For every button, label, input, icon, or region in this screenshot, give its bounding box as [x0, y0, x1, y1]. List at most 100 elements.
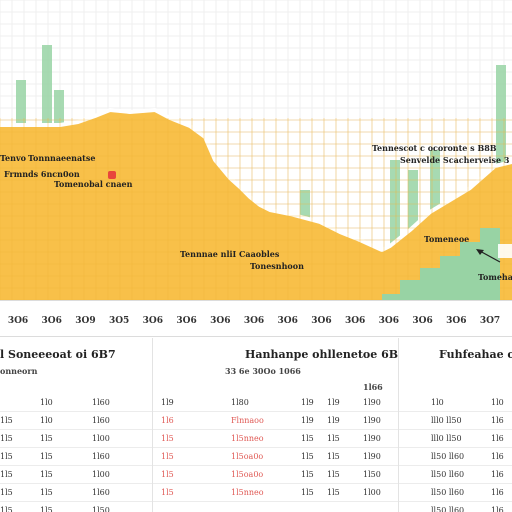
table-cell: 1l5 [161, 452, 174, 461]
table-cell: 1l90 [363, 416, 381, 425]
bottom-bars [382, 228, 500, 300]
table-cell: 1l6 [491, 416, 504, 425]
x-tick-label: 3O6 [412, 316, 433, 326]
data-marker [108, 171, 116, 179]
marker-layer [108, 171, 116, 179]
table-cell: 1l5 [0, 452, 13, 461]
table-cell: 1l5oa0o [231, 452, 264, 461]
table-row: 1l5 1l5nneo 1l5 1l5 1l90 [153, 432, 398, 448]
table-row: 1l6 Flnnaoo 1l9 1l9 1l90 [153, 414, 398, 430]
table-cell: 1l5 [327, 452, 340, 461]
table-cell: 1l5 [327, 470, 340, 479]
table-cell: 1l6 [161, 416, 174, 425]
table-cell: 1l9 [327, 416, 340, 425]
x-tick-label: 3O6 [176, 316, 197, 326]
bottom-bar [400, 280, 420, 300]
chart-annotation: Frmnds 6ncn0on [4, 169, 80, 179]
x-tick-label: 3O7 [479, 316, 501, 326]
top-bar [390, 160, 400, 300]
table-cell: 1l0 [491, 398, 504, 407]
x-tick-label: 3O6 [446, 316, 467, 326]
table-cell: 1l5nneo [231, 488, 264, 497]
table-cell: 1l5 [0, 434, 13, 443]
table-cell: 1l00 [92, 470, 110, 479]
chart-annotation: Tennescot c ocoronte s B8B [372, 143, 497, 153]
table-row: 1l5 1l0 1l60 [0, 414, 152, 430]
panel-separator [398, 338, 399, 512]
table-cell: 1l90 [363, 398, 381, 407]
table-cell: 1l5 [301, 434, 314, 443]
table-cell: 1l6 [491, 506, 504, 512]
panel-divider [0, 336, 512, 337]
table-cell: 1l60 [92, 416, 110, 425]
left-panel-title: l Soneeeoat oi 6B7 [0, 348, 116, 361]
left-panel: l Soneeeoat oi 6B7 onneorn 1l0 1l60 1l5 1… [0, 338, 152, 512]
table-cell: 1l5 [0, 416, 13, 425]
table-row: 1l5 1l5 1l60 [0, 450, 152, 466]
table-row: 1l5 1l5 1l00 [0, 432, 152, 448]
table-cell: 1l00 [92, 434, 110, 443]
table-cell: 1l90 [363, 434, 381, 443]
x-tick-label: 3O6 [7, 316, 29, 326]
center-panel-subtitle-2: 1l66 [363, 382, 383, 392]
table-cell: 1l5 [0, 506, 13, 512]
bottom-bar [460, 242, 480, 300]
table-row: 1l5 1l5 1l00 [0, 468, 152, 484]
table-cell: 1l5 [0, 488, 13, 497]
table-cell: ll50 ll60 [431, 452, 465, 461]
table-cell: 1l50 [363, 470, 381, 479]
table-cell: 1l5 [40, 488, 53, 497]
table-header-row: 1l0 1l0 [399, 396, 512, 412]
table-cell: 1l60 [92, 452, 110, 461]
table-cell: 1l5 [301, 470, 314, 479]
table-cell: 1l90 [363, 452, 381, 461]
x-tick-label: 3O6 [311, 316, 332, 326]
x-tick-label: 3O6 [41, 316, 62, 326]
table-cell: 1l9 [161, 398, 174, 407]
table-cell: 1l5 [301, 488, 314, 497]
x-tick-label: 3O5 [108, 316, 130, 326]
table-cell: 1l5oa0o [231, 470, 264, 479]
bottom-bar [420, 268, 440, 300]
annotations: Tennescot c ocoronte s B8B Senvelde Scach… [0, 143, 512, 282]
table-cell: 1l5nneo [231, 434, 264, 443]
table-header-row: 1l9 1l80 1l9 1l9 1l90 [153, 396, 398, 412]
table-row: lll0 ll50 1l6 [399, 414, 512, 430]
annotation-box [498, 244, 512, 258]
table-cell: 1l80 [231, 398, 249, 407]
chart-annotation: Tonesnhoon [250, 261, 304, 271]
right-panel: Fuhfeahae oi Sone 1l0 1l0 lll0 ll501l6ll… [399, 338, 512, 512]
table-cell: 1l60 [92, 398, 110, 407]
table-cell: 1l5 [161, 434, 174, 443]
table-cell: ll50 ll60 [431, 506, 465, 512]
x-axis-ticks: 3O6 3O6 3O9 3O5 3O6 3O6 3O6 3O6 3O6 3O6 3O6 3O6 3O6 3… [0, 312, 512, 332]
left-panel-subtitle: onneorn [0, 366, 38, 376]
x-tick-label: 3O6 [344, 316, 366, 326]
table-cell: 1l0 [40, 398, 53, 407]
chart-annotation: Tennnae nliI Caaobles [180, 249, 280, 259]
table-row: lll0 ll50 1l6 [399, 432, 512, 448]
table-cell: 1l5 [301, 452, 314, 461]
table-cell: 1l5 [40, 506, 53, 512]
arrow-head-icon [476, 249, 484, 255]
table-cell: lll0 ll50 [431, 434, 462, 443]
right-panel-title: Fuhfeahae oi Sone [439, 348, 512, 361]
table-row: ll50 ll60 1l6 [399, 486, 512, 502]
table-cell: 1l6 [491, 488, 504, 497]
table-row: ll50 ll60 1l6 [399, 504, 512, 512]
table-cell: 1l5 [0, 470, 13, 479]
chart-annotation: Senvelde Scacherveise 3 [400, 155, 510, 165]
panel-separator [152, 338, 153, 512]
table-row: ll50 ll60 1l6 [399, 468, 512, 484]
chart-annotation: Tomeneoe [424, 234, 469, 244]
table-cell: 1l50 [92, 506, 110, 512]
table-row: 1l5 1l5oa0o 1l5 1l5 1l50 [153, 468, 398, 484]
table-row: 1l5 1l5nneo 1l5 1l5 1l00 [153, 486, 398, 502]
x-tick-label: 3O6 [243, 316, 265, 326]
axis-divider [0, 300, 512, 301]
table-cell: 1l60 [92, 488, 110, 497]
table-cell: 1l0 [40, 416, 53, 425]
x-tick-label: 3O6 [277, 316, 298, 326]
table-cell: 1l00 [363, 488, 381, 497]
x-tick-label: 3O6 [378, 316, 400, 326]
